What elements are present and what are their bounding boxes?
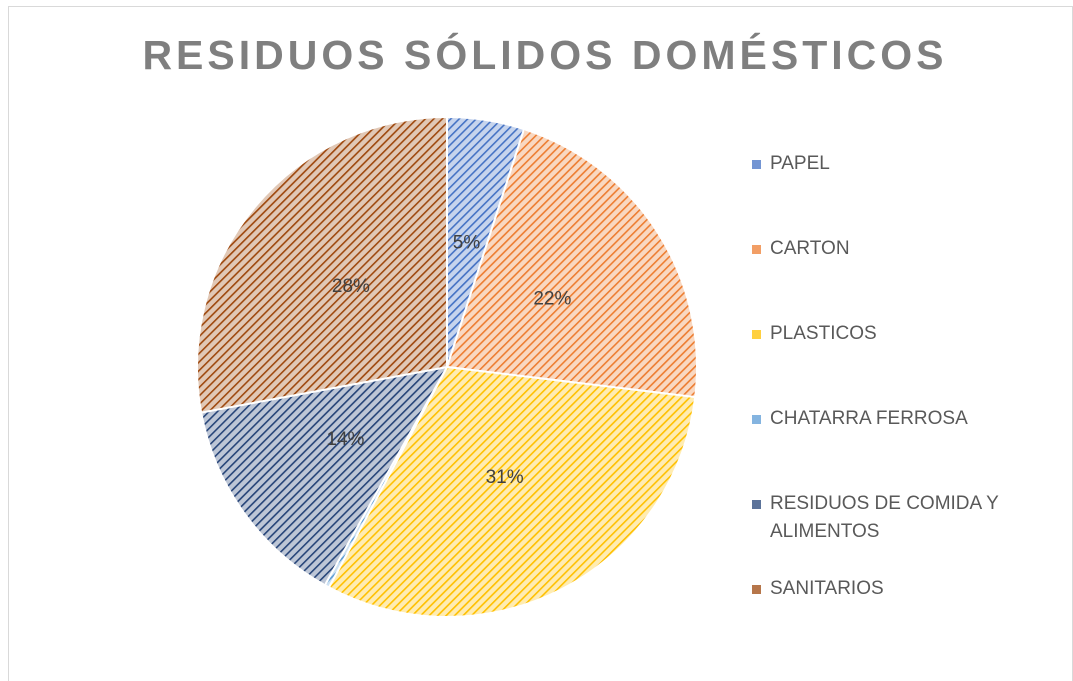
legend-label: CARTON [770,238,850,259]
pie-slice [200,365,449,587]
legend-item: CHATARRA FERROSA [752,405,1022,490]
pie-slice [445,127,698,399]
legend-swatch [752,585,761,594]
legend-item: CARTON [752,235,1022,320]
pie-slice [196,115,448,414]
legend-swatch [752,245,761,254]
data-label: 14% [326,429,364,450]
pie-slice [327,365,697,618]
legend-swatch [752,415,761,424]
legend-label: PLASTICOS [770,323,877,344]
data-label: 28% [332,276,370,297]
legend-label: RESIDUOS DE COMIDA Y ALIMENTOS [770,493,999,542]
legend-swatch [752,330,761,339]
data-label: 5% [453,233,481,254]
data-label: 22% [533,289,571,310]
legend-item: RESIDUOS DE COMIDA Y ALIMENTOS [752,490,1022,575]
legend-swatch [752,160,761,169]
legend-item: PAPEL [752,150,1022,235]
legend-item: PLASTICOS [752,320,1022,405]
legend: PAPEL CARTON PLASTICOS CHATARRA FERROSA RESI… [752,150,1022,660]
chart-title: RESIDUOS SÓLIDOS DOMÉSTICOS [142,32,947,78]
legend-label: CHATARRA FERROSA [770,408,968,429]
legend-swatch [752,500,761,509]
pie: 5% 22% 31% 14% 28% [196,115,698,618]
legend-label: PAPEL [770,153,830,174]
legend-item: SANITARIOS [752,575,1022,660]
data-label: 31% [486,467,524,488]
legend-label: SANITARIOS [770,578,884,599]
